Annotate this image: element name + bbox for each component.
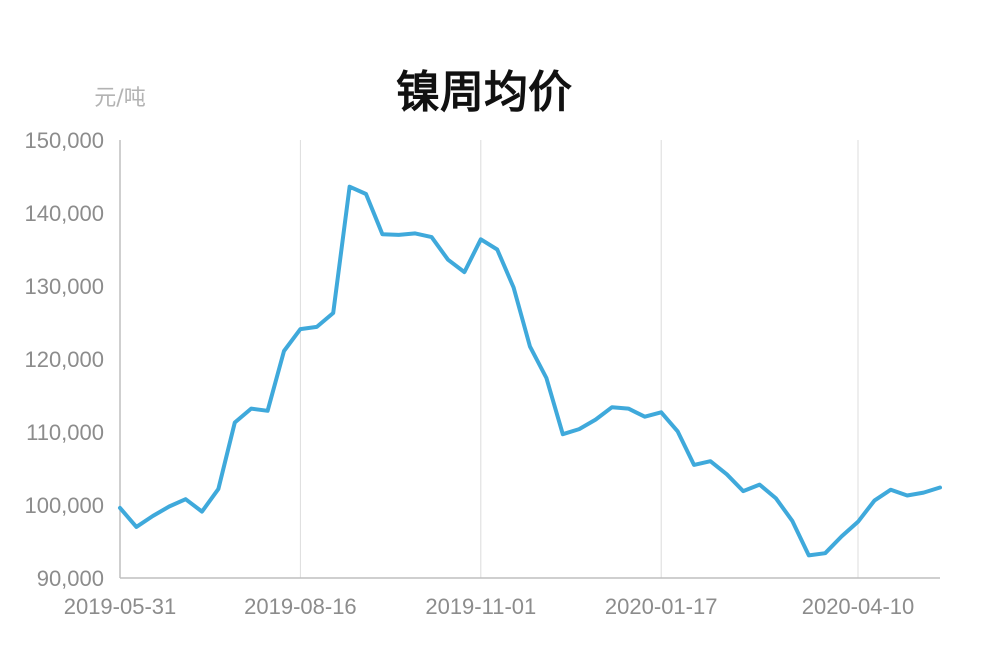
y-tick-label: 140,000 xyxy=(24,201,104,226)
chart-title: 镍周均价 xyxy=(396,67,572,118)
y-tick-label: 130,000 xyxy=(24,274,104,299)
y-tick-label: 150,000 xyxy=(24,128,104,153)
y-tick-label: 120,000 xyxy=(24,347,104,372)
x-axis-tick-labels: 2019-05-31 2019-08-16 2019-11-01 2020-01-17… xyxy=(64,594,915,619)
series-layer xyxy=(118,184,942,558)
vertical-gridlines xyxy=(299,140,859,578)
y-tick-label: 100,000 xyxy=(24,493,104,518)
axes xyxy=(119,140,940,579)
y-tick-label: 90,000 xyxy=(37,566,104,591)
price-series-line xyxy=(118,184,942,558)
x-tick-label: 2019-05-31 xyxy=(64,594,177,619)
y-axis-unit-label: 元/吨 xyxy=(94,86,145,111)
x-tick-label: 2020-04-10 xyxy=(802,594,915,619)
x-tick-label: 2019-08-16 xyxy=(244,594,357,619)
y-axis-tick-labels: 90,000 100,000 110,000 120,000 130,000 140,00… xyxy=(24,128,104,591)
x-tick-label: 2019-11-01 xyxy=(425,594,536,619)
x-tick-label: 2020-01-17 xyxy=(605,594,718,619)
y-tick-label: 110,000 xyxy=(26,420,104,445)
